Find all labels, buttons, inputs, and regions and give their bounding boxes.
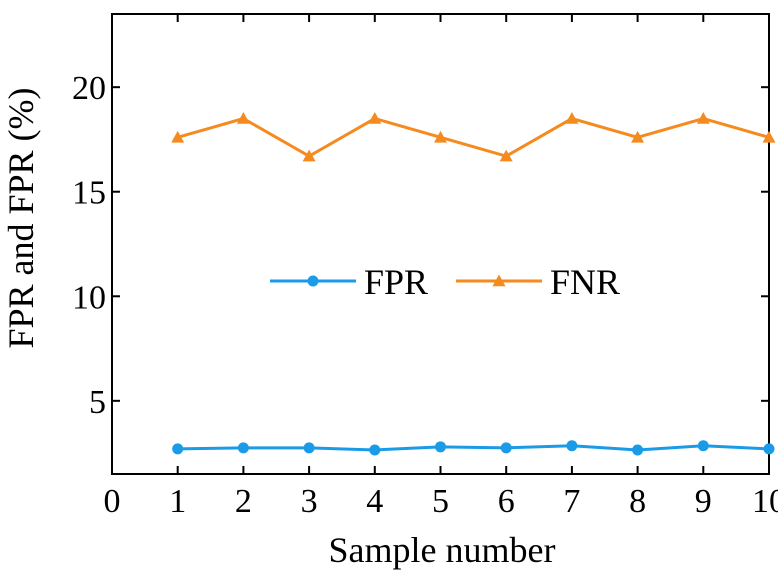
fnr-data-point — [499, 149, 513, 162]
y-tick-label: 15 — [72, 175, 106, 212]
legend: FPR FNR — [270, 262, 620, 302]
x-tick-label: 7 — [563, 483, 580, 520]
x-axis-title: Sample number — [329, 530, 556, 570]
fpr-data-point — [566, 440, 578, 452]
fpr-data-point — [237, 442, 249, 454]
x-tick-label: 10 — [752, 483, 778, 520]
plot-frame — [111, 13, 770, 475]
x-tick-label: 2 — [235, 483, 252, 520]
y-tick-label: 20 — [72, 70, 106, 107]
fnr-data-point — [565, 112, 579, 124]
fnr-data-point — [368, 112, 382, 124]
fnr-legend-marker — [492, 274, 506, 287]
x-tick-label: 0 — [104, 483, 121, 520]
fnr-data-point — [631, 130, 645, 143]
y-tick-label: 10 — [72, 279, 106, 316]
fnr-data-point — [171, 130, 185, 143]
fpr-data-point — [303, 442, 315, 454]
fpr-data-point — [500, 442, 512, 454]
fnr-legend-label: FNR — [550, 262, 620, 302]
x-tick-label: 5 — [432, 483, 449, 520]
x-tick-label: 3 — [301, 483, 318, 520]
fpr-legend-marker — [307, 275, 319, 287]
fnr-data-point — [302, 149, 316, 162]
ticks: 0 1 2 3 4 5 6 7 8 9 10 5 10 15 20 — [72, 14, 778, 520]
x-tick-label: 8 — [629, 483, 646, 520]
fnr-data-point — [762, 130, 776, 143]
x-tick-label: 1 — [169, 483, 186, 520]
series — [171, 112, 776, 456]
fpr-series-line — [177, 444, 770, 452]
axes — [111, 13, 770, 475]
y-axis-title: FPR and FPR (%) — [1, 87, 41, 348]
fpr-data-point — [697, 440, 709, 452]
fpr-legend-label: FPR — [364, 262, 428, 302]
fnr-data-point — [696, 112, 710, 124]
y-tick-label: 5 — [89, 384, 106, 421]
fpr-data-point — [632, 444, 644, 456]
fnr-series-line — [177, 116, 770, 158]
x-tick-label: 4 — [366, 483, 383, 520]
fpr-data-point — [172, 443, 184, 455]
fpr-data-point — [369, 444, 381, 456]
x-tick-label: 6 — [498, 483, 515, 520]
fnr-data-point — [434, 130, 447, 143]
fpr-data-point — [435, 441, 446, 453]
fpr-data-point — [763, 443, 775, 455]
fnr-data-point — [236, 112, 250, 124]
x-tick-label: 9 — [695, 483, 712, 520]
